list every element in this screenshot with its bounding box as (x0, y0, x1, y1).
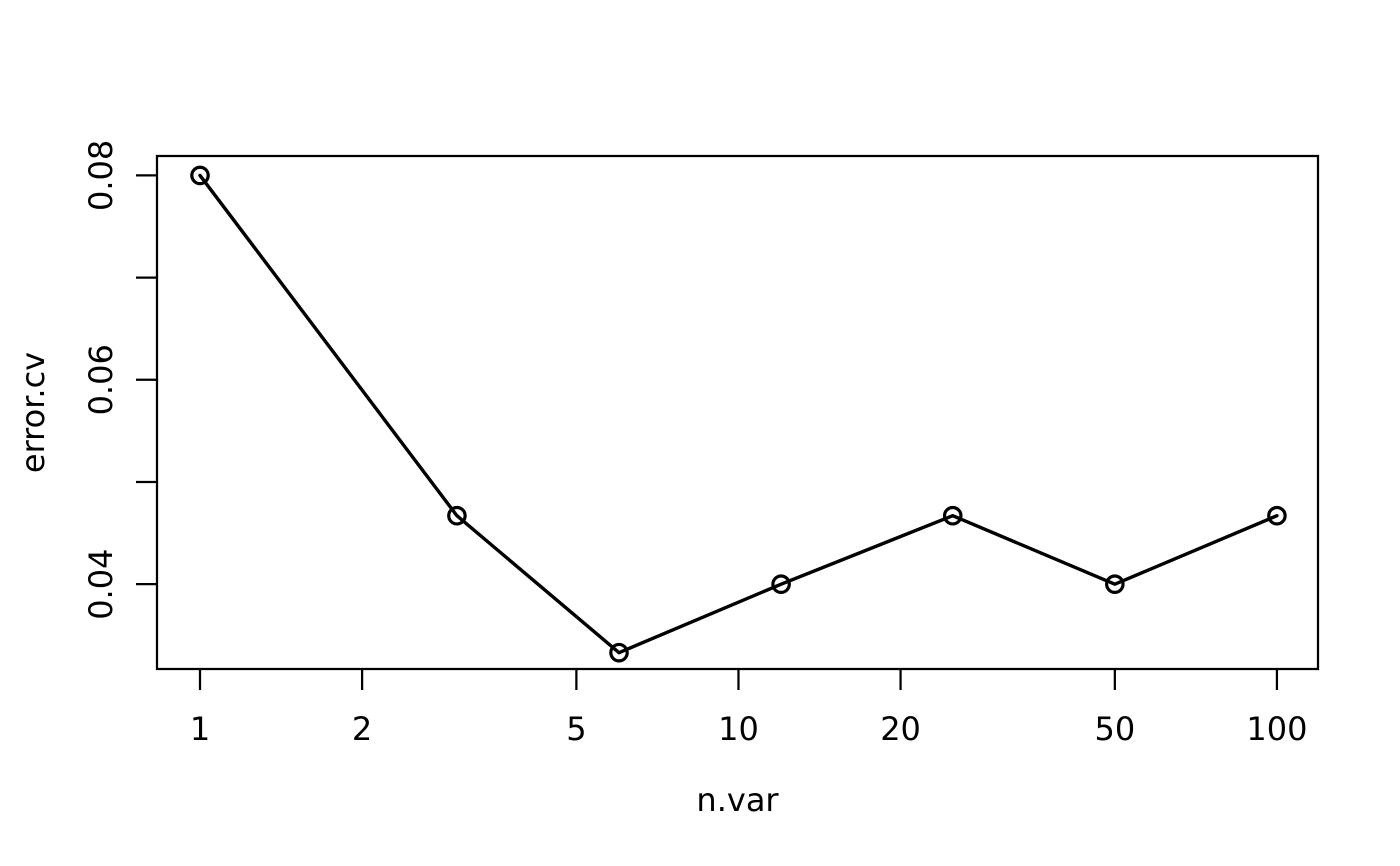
plot-box (155, 154, 1320, 671)
plot-area: 1 2 5 10 20 50 100 0.04 0.06 0.08 (82, 140, 1320, 748)
y-axis-tick-label: 0.04 (82, 549, 120, 620)
y-axis-title: error.cv (14, 352, 52, 473)
x-axis-tick-label: 2 (352, 710, 372, 748)
x-axis-tick-label: 100 (1246, 710, 1307, 748)
y-axis-tick-label: 0.08 (82, 140, 120, 211)
data-point-marker (942, 505, 963, 526)
x-axis-tick-label: 10 (718, 710, 759, 748)
data-line (198, 173, 1279, 655)
x-axis-tick-label: 20 (880, 710, 921, 748)
data-point-marker (1267, 505, 1287, 526)
x-axis-tick-label: 50 (1094, 710, 1135, 748)
data-point-marker (771, 574, 791, 594)
data-point-marker (447, 505, 467, 526)
x-axis-tick-label: 5 (566, 710, 586, 748)
x-axis-tick-label: 1 (190, 710, 210, 748)
data-point-marker (190, 165, 210, 186)
y-axis-tick-label: 0.06 (82, 344, 120, 415)
data-point-marker (1105, 574, 1125, 594)
data-point-marker (609, 642, 629, 663)
x-axis-title: n.var (696, 781, 779, 819)
